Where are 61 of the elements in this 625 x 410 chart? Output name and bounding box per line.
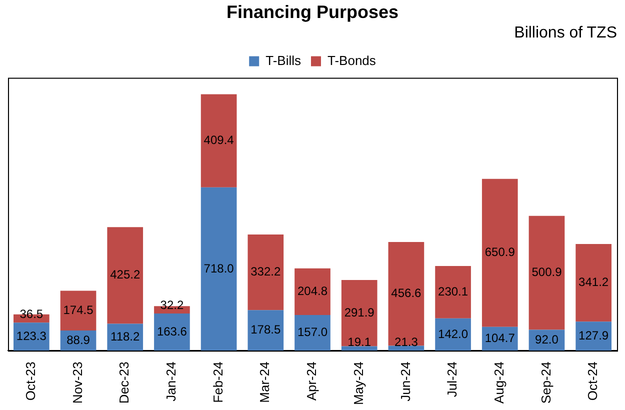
x-tick-label: Jun-24 <box>398 362 413 402</box>
data-label: 456.6 <box>391 286 422 300</box>
data-label: 36.5 <box>20 306 44 321</box>
bar <box>528 216 565 330</box>
x-tick-label: Feb-24 <box>210 362 226 403</box>
data-label: 178.5 <box>250 322 281 337</box>
chart-subtitle: Billions of TZS <box>514 24 617 42</box>
bar <box>341 346 378 351</box>
x-tick-label: Oct-23 <box>23 362 38 401</box>
data-label: 118.2 <box>110 330 140 344</box>
bar <box>107 227 144 324</box>
x-tick-label: Dec-23 <box>116 362 132 404</box>
x-tick-label: Jul-24 <box>444 362 460 398</box>
bar <box>294 268 330 315</box>
bar <box>294 314 330 351</box>
bar <box>388 242 424 346</box>
x-tick-label: Sep-24 <box>538 362 554 404</box>
data-label: 142.0 <box>438 326 468 341</box>
data-label: 163.6 <box>156 324 188 338</box>
data-label: 500.9 <box>532 265 562 280</box>
x-tick-label: Nov-23 <box>70 362 85 404</box>
x-tick-label: Jan-24 <box>164 362 179 402</box>
data-label: 21.3 <box>394 334 418 349</box>
legend-label: T-Bonds <box>327 52 376 68</box>
x-tick-label: May-24 <box>350 362 366 406</box>
bar <box>482 178 518 327</box>
bar <box>60 290 96 330</box>
data-label: 425.2 <box>110 268 140 282</box>
data-label: 19.1 <box>348 334 372 349</box>
legend-label: T-Bills <box>266 52 302 68</box>
data-label: 127.9 <box>578 328 609 342</box>
bar <box>154 313 190 351</box>
data-label: 332.2 <box>250 264 281 279</box>
data-label: 341.2 <box>578 275 609 290</box>
bar <box>248 234 284 310</box>
data-label: 204.8 <box>297 284 328 298</box>
data-label: 123.3 <box>16 328 47 343</box>
data-label: 650.9 <box>484 245 516 260</box>
x-tick-label: Aug-24 <box>491 362 506 404</box>
bar <box>576 322 612 351</box>
data-label: 157.0 <box>297 325 328 340</box>
bar <box>248 310 284 351</box>
data-label: 291.9 <box>344 305 375 320</box>
bar <box>200 187 237 351</box>
x-tick-label: Apr-24 <box>304 362 320 401</box>
data-label: 88.9 <box>66 332 90 347</box>
data-label: 104.7 <box>484 331 516 346</box>
data-label: 409.4 <box>204 133 234 148</box>
bar <box>435 266 471 318</box>
chart-title: Financing Purposes <box>226 2 399 22</box>
x-tick-label: Mar-24 <box>257 362 272 403</box>
data-label: 718.0 <box>204 261 234 276</box>
bar <box>341 280 378 346</box>
bar <box>388 346 424 351</box>
data-label: 174.5 <box>63 302 94 317</box>
x-tick-label: Oct-24 <box>585 362 600 401</box>
bar <box>576 244 612 322</box>
data-label: 230.1 <box>438 284 468 299</box>
bar <box>435 318 471 351</box>
bar <box>200 94 237 188</box>
data-label: 92.0 <box>535 332 559 347</box>
